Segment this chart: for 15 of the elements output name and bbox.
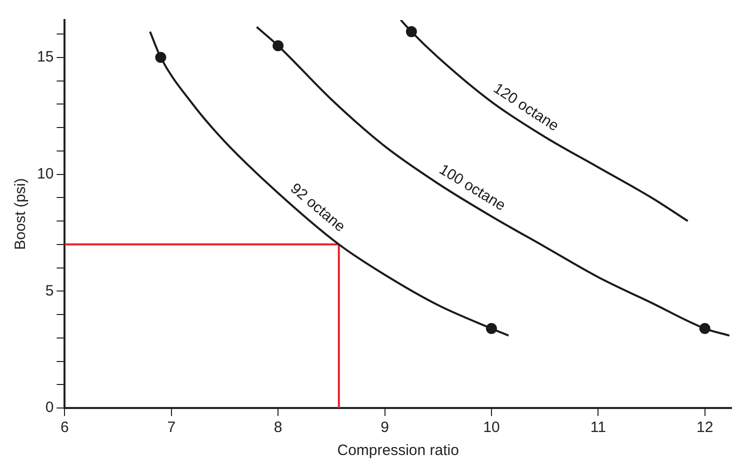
x-tick-label: 6 xyxy=(60,419,69,436)
y-tick-label: 10 xyxy=(36,165,54,182)
x-tick-label: 8 xyxy=(274,419,282,436)
y-tick-label: 15 xyxy=(36,48,54,66)
x-axis-title: Compression ratio xyxy=(337,442,459,460)
y-tick-label: 5 xyxy=(45,282,54,300)
line-series xyxy=(400,20,689,222)
x-tick-label: 7 xyxy=(167,419,176,436)
line-series xyxy=(256,26,730,337)
x-tick-label: 9 xyxy=(380,419,389,436)
x-tick-label: 12 xyxy=(696,419,714,436)
x-tick-label: 10 xyxy=(483,419,500,436)
y-axis-title: Boost (psi) xyxy=(12,178,30,250)
y-tick-label: 0 xyxy=(45,399,54,416)
x-tick-label: 11 xyxy=(590,419,606,436)
